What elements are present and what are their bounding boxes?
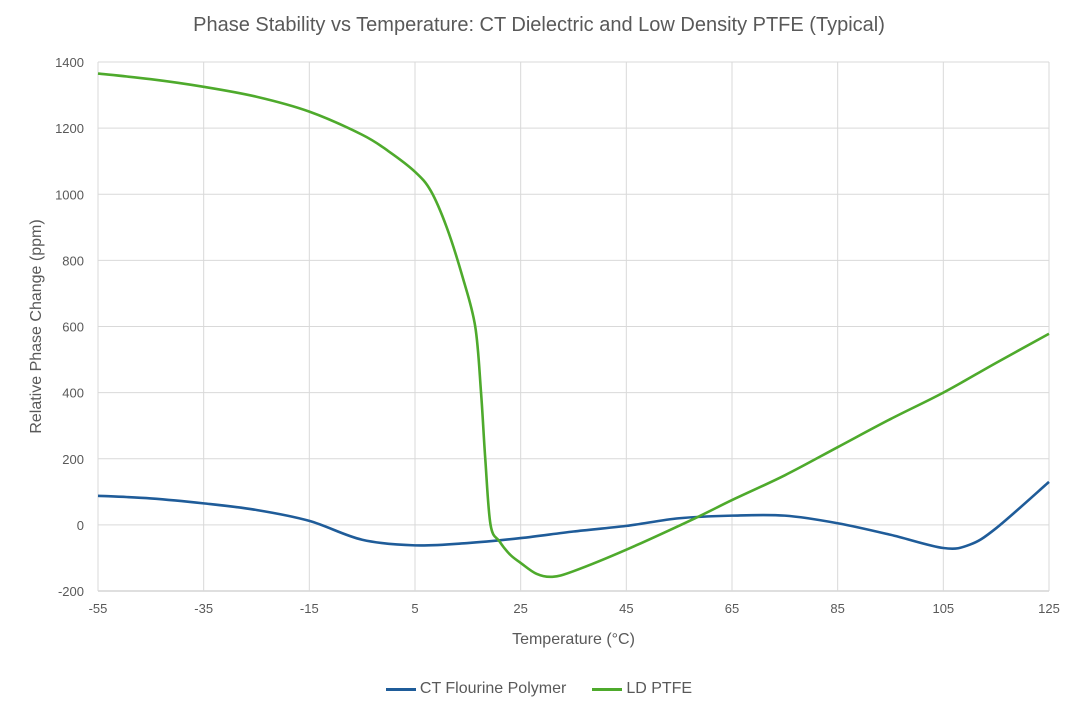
legend-swatch: [592, 687, 623, 691]
legend-swatch: [385, 687, 416, 691]
y-tick-label: 800: [62, 253, 84, 268]
y-axis-label: Relative Phase Change (ppm): [28, 219, 45, 433]
legend-label: CT Flourine Polymer: [419, 680, 567, 697]
y-tick-label: 1200: [55, 121, 84, 136]
y-tick-label: 200: [62, 452, 84, 467]
x-tick-label: 105: [932, 601, 954, 616]
y-tick-label: 400: [62, 386, 84, 401]
x-tick-label: 85: [830, 601, 844, 616]
series-line-ct-flourine-polymer: [97, 480, 1050, 550]
x-tick-label: -15: [300, 601, 319, 616]
x-tick-label: -35: [194, 601, 213, 616]
x-tick-label: 5: [411, 601, 418, 616]
y-tick-label: 1400: [55, 55, 84, 70]
y-tick-label: 1000: [55, 187, 84, 202]
legend-label: LD PTFE: [626, 680, 693, 697]
y-tick-label: -200: [58, 584, 84, 599]
x-tick-label: -55: [89, 601, 108, 616]
x-axis-label: Temperature (°C): [512, 631, 635, 648]
legend-item: LD PTFE: [592, 680, 692, 698]
y-tick-label: 0: [77, 518, 84, 533]
series-line-ld-ptfe: [97, 72, 1050, 579]
x-tick-label: 45: [619, 601, 633, 616]
x-tick-label: 65: [725, 601, 739, 616]
legend: CT Flourine Polymer LD PTFE: [0, 680, 1078, 698]
x-tick-label: 25: [513, 601, 527, 616]
chart-title: Phase Stability vs Temperature: CT Diele…: [193, 14, 885, 36]
x-tick-label: 125: [1038, 601, 1060, 616]
legend-item: CT Flourine Polymer: [385, 680, 567, 698]
y-tick-label: 600: [62, 320, 84, 335]
